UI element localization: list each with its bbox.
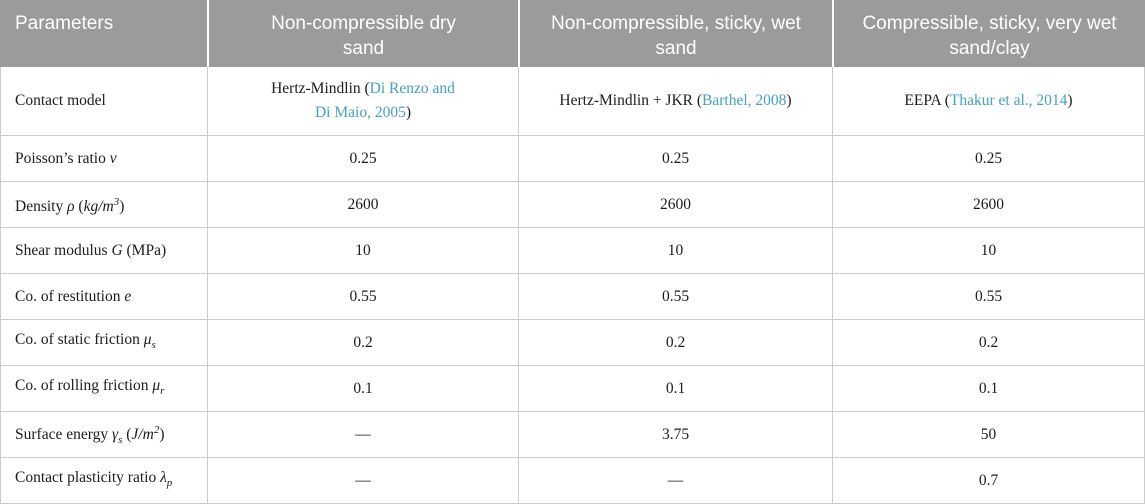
value-cell: 0.2 bbox=[207, 320, 518, 366]
model-name: Hertz-Mindlin + JKR ( bbox=[559, 92, 703, 109]
model-name: EEPA ( bbox=[904, 92, 950, 109]
param-text-part: J/m bbox=[131, 425, 154, 443]
parameter-name-cell: Poisson’s ratio ν bbox=[0, 136, 207, 182]
model-name-close: ) bbox=[405, 104, 411, 121]
param-text-part: ρ bbox=[67, 198, 75, 215]
param-text-part: s bbox=[151, 339, 156, 351]
model-name-close: ) bbox=[786, 92, 792, 109]
citation-link[interactable]: Barthel, 2008 bbox=[702, 92, 787, 109]
table-row: Contact plasticity ratio λp — —0.7 bbox=[0, 458, 1145, 504]
table-row: Shear modulus G (MPa) 10 10 10 bbox=[0, 228, 1145, 274]
table-row-contact-model: Contact model Hertz-Mindlin (Di Renzo and… bbox=[0, 67, 1145, 136]
value-cell: 0.2 bbox=[832, 320, 1145, 366]
value-cell: 10 bbox=[207, 228, 518, 274]
param-text-part: s bbox=[118, 433, 123, 446]
value-cell: 2600 bbox=[207, 182, 518, 228]
value-cell: 0.2 bbox=[518, 320, 832, 366]
model-name: Hertz-Mindlin ( bbox=[271, 80, 370, 97]
value-cell: 10 bbox=[518, 228, 832, 274]
parameter-name-cell: Contact plasticity ratio λp bbox=[0, 458, 207, 504]
table-row: Co. of restitution e 0.55 0.55 0.55 bbox=[0, 274, 1145, 320]
column-header-2: Non-compressible, sticky, wet sand bbox=[518, 0, 832, 67]
param-text-part: ) bbox=[119, 198, 125, 215]
value-cell: — bbox=[518, 458, 832, 504]
column-header-0: Parameters bbox=[0, 0, 207, 67]
contact-model-text: EEPA (Thakur et al., 2014) bbox=[904, 89, 1072, 113]
parameter-name-cell: Co. of rolling friction μr bbox=[0, 366, 207, 412]
contact-model-cell: Hertz-Mindlin (Di Renzo and Di Maio, 200… bbox=[207, 67, 518, 136]
param-text-part: kg/m bbox=[83, 198, 114, 215]
param-text-part: Surface energy bbox=[15, 425, 112, 443]
param-text-part: r bbox=[160, 385, 165, 397]
parameter-name-cell: Co. of restitution e bbox=[0, 274, 207, 320]
citation-link[interactable]: Di Renzo and Di Maio, 2005 bbox=[314, 80, 455, 121]
value-cell: 50 bbox=[832, 412, 1145, 458]
value-cell: 0.25 bbox=[518, 136, 832, 182]
table-body: Contact model Hertz-Mindlin (Di Renzo and… bbox=[0, 67, 1145, 504]
parameter-name-cell: Density ρ (kg/m3) bbox=[0, 182, 207, 228]
contact-model-cell: Hertz-Mindlin + JKR (Barthel, 2008) bbox=[518, 67, 832, 136]
parameter-name-cell: Surface energy γs (J/m2) bbox=[0, 412, 207, 458]
value-cell: 0.25 bbox=[832, 136, 1145, 182]
header-row: Parameters Non-compressible dry sand Non-c… bbox=[0, 0, 1145, 67]
value-cell: — bbox=[207, 412, 518, 458]
column-header-label: Non-compressible dry sand bbox=[271, 13, 456, 59]
value-cell: 0.55 bbox=[832, 274, 1145, 320]
param-text-part: μ bbox=[152, 377, 161, 394]
param-text-part: G bbox=[111, 241, 123, 259]
column-header-label: Compressible, sticky, very wet sand/clay bbox=[862, 13, 1117, 59]
param-text-part: 3 bbox=[113, 196, 120, 208]
param-text-part: ( bbox=[74, 198, 84, 215]
table-row: Surface energy γs (J/m2) —3.75 50 bbox=[0, 412, 1145, 458]
citation-link[interactable]: Thakur et al., 2014 bbox=[949, 92, 1068, 109]
param-text-part: Poisson’s ratio bbox=[15, 149, 110, 167]
contact-model-text: Hertz-Mindlin + JKR (Barthel, 2008) bbox=[559, 89, 791, 113]
param-text-part: (MPa) bbox=[122, 241, 167, 259]
param-text-part: 2 bbox=[153, 423, 160, 436]
contact-model-text: Hertz-Mindlin (Di Renzo and Di Maio, 200… bbox=[263, 77, 463, 125]
value-cell: 0.25 bbox=[207, 136, 518, 182]
param-text-part: Shear modulus bbox=[15, 241, 112, 259]
param-text-part: Contact plasticity ratio bbox=[15, 469, 161, 486]
value-cell: 0.1 bbox=[518, 366, 832, 412]
param-text-part: ν bbox=[109, 149, 117, 167]
value-cell: 2600 bbox=[518, 182, 832, 228]
value-cell: 10 bbox=[832, 228, 1145, 274]
column-header-label: Non-compressible, sticky, wet sand bbox=[551, 13, 801, 59]
param-text-part: Contact model bbox=[15, 92, 106, 109]
table-row: Co. of static friction μs 0.2 0.2 0.2 bbox=[0, 320, 1145, 366]
param-text-part: ( bbox=[122, 425, 132, 443]
param-text-part: p bbox=[166, 477, 173, 489]
table-row: Density ρ (kg/m3) 2600 2600 2600 bbox=[0, 182, 1145, 228]
value-cell: 3.75 bbox=[518, 412, 832, 458]
column-header-label: Parameters bbox=[15, 13, 114, 34]
value-cell: 0.55 bbox=[207, 274, 518, 320]
contact-model-cell: EEPA (Thakur et al., 2014) bbox=[832, 67, 1145, 136]
parameter-name-cell: Contact model bbox=[0, 67, 207, 136]
param-text-part: Co. of rolling friction bbox=[15, 377, 153, 394]
parameter-name-cell: Shear modulus G (MPa) bbox=[0, 228, 207, 274]
param-text-part: ) bbox=[159, 425, 165, 443]
param-text-part: γ bbox=[111, 425, 119, 443]
value-cell: — bbox=[207, 458, 518, 504]
value-cell: 0.7 bbox=[832, 458, 1145, 504]
value-cell: 0.1 bbox=[832, 366, 1145, 412]
param-text-part: μ bbox=[143, 331, 152, 348]
param-text-part: Density bbox=[15, 198, 68, 215]
param-text-part: Co. of static friction bbox=[15, 331, 144, 348]
value-cell: 2600 bbox=[832, 182, 1145, 228]
table-row: Co. of rolling friction μr 0.1 0.1 0.1 bbox=[0, 366, 1145, 412]
param-text-part: λ bbox=[160, 469, 167, 486]
value-cell: 0.55 bbox=[518, 274, 832, 320]
param-text-part: Co. of restitution bbox=[15, 287, 125, 305]
param-text-part: e bbox=[124, 287, 132, 305]
value-cell: 0.1 bbox=[207, 366, 518, 412]
parameter-name-cell: Co. of static friction μs bbox=[0, 320, 207, 366]
model-name-close: ) bbox=[1067, 92, 1073, 109]
table-row: Poisson’s ratio ν 0.25 0.25 0.25 bbox=[0, 136, 1145, 182]
column-header-1: Non-compressible dry sand bbox=[207, 0, 518, 67]
column-header-3: Compressible, sticky, very wet sand/clay bbox=[832, 0, 1145, 67]
